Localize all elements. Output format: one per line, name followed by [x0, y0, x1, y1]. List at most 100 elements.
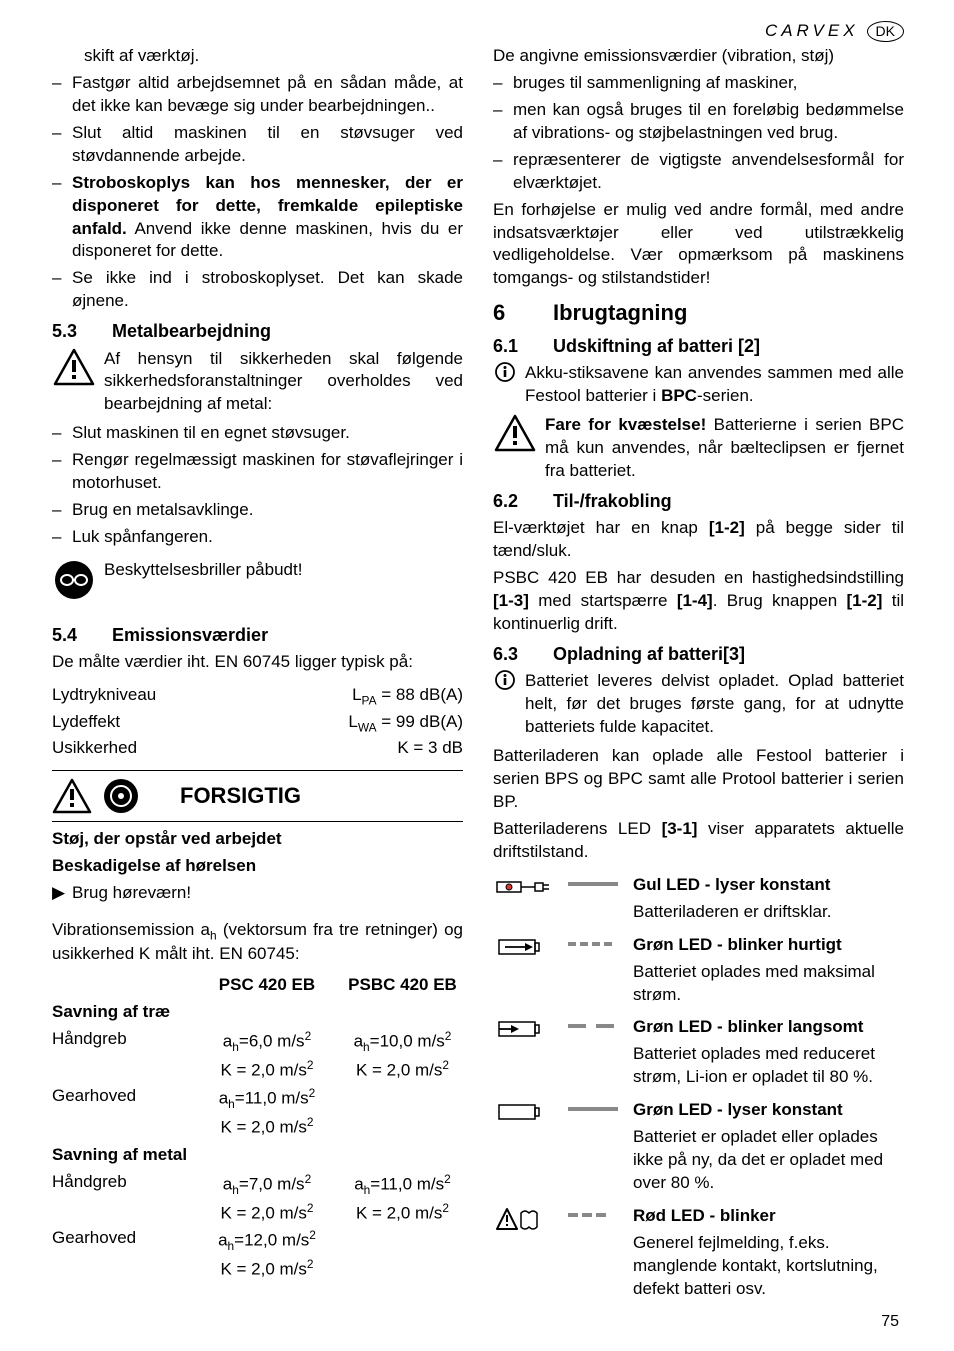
led-row-green-slow: Grøn LED - blinker langsomt Batteriet op… [493, 1016, 904, 1089]
bullet-text: Rengør regelmæssigt maskinen for støvafl… [72, 449, 463, 495]
led-status-table: Gul LED - lyser konstant Batteriladeren … [493, 874, 904, 1301]
section-5-4-heading: 5.4 Emissionsværdier [52, 623, 463, 647]
bullet-item: –Luk spånfangeren. [52, 526, 463, 549]
dash-icon: – [52, 172, 72, 264]
emission-label: Usikkerhed [52, 737, 397, 760]
led-row-green-fast: Grøn LED - blinker hurtigt Batteriet opl… [493, 934, 904, 1007]
section-number: 5.4 [52, 623, 112, 647]
section-title: Metalbearbejdning [112, 319, 271, 343]
country-badge: DK [867, 21, 904, 42]
error-icon [493, 1205, 553, 1301]
goggles-icon [52, 559, 96, 601]
section-title: Emissionsværdier [112, 623, 268, 647]
emission-label: Lydtrykniveau [52, 684, 352, 708]
info-text: Akku-stiksavene kan anvendes sammen med … [525, 362, 904, 408]
vibration-row: K = 2,0 m/s2 [52, 1114, 463, 1140]
dash-icon: – [52, 499, 72, 522]
emission-value: LPA = 88 dB(A) [352, 684, 463, 708]
strobe-warning-text: Anvend ikke denne maskinen, hvis du er d… [72, 219, 463, 261]
vib-value-2 [342, 1227, 463, 1254]
vib-section-wood: Savning af træ [52, 1001, 463, 1024]
vib-value-2 [342, 1085, 463, 1112]
vibration-row: K = 2,0 m/s2K = 2,0 m/s2 [52, 1057, 463, 1083]
bullet-text: Luk spånfangeren. [72, 526, 463, 549]
sec63-p2: Batteriladerens LED [3-1] viser apparate… [493, 818, 904, 864]
section-number: 5.3 [52, 319, 112, 343]
led-desc: Batteriet er opladet eller oplades ikke … [633, 1126, 904, 1195]
brand-label: CARVEX [765, 20, 859, 43]
emission-row: Lydeffekt LWA = 99 dB(A) [52, 711, 463, 735]
bullet-text: Slut altid maskinen til en støvsuger ved… [72, 122, 463, 168]
sec62-p1: El-værktøjet har en knap [1-2] på begge … [493, 517, 904, 563]
warning-triangle-icon [52, 348, 96, 417]
vib-value-1: ah=6,0 m/s2 [192, 1028, 342, 1055]
dash-icon: – [52, 122, 72, 168]
section-6-2-heading: 6.2 Til-/frakobling [493, 489, 904, 513]
vib-value-1: ah=12,0 m/s2 [192, 1227, 342, 1254]
info-icon [493, 362, 517, 408]
warning-text: Af hensyn til sikkerheden skal følgende … [104, 348, 463, 417]
bullet-text: Brug en metalsavklinge. [72, 499, 463, 522]
bullet-text: Fastgør altid arbejdsemnet på en sådan m… [72, 72, 463, 118]
vibration-row: Gearhovedah=12,0 m/s2 [52, 1227, 463, 1254]
warning-block: Af hensyn til sikkerheden skal følgende … [52, 348, 463, 417]
bullet-text: Se ikke ind i stroboskoplyset. Det kan s… [72, 267, 463, 313]
vib-value-2: ah=10,0 m/s2 [342, 1028, 463, 1055]
goggles-text: Beskyttelsesbriller påbudt! [104, 559, 463, 601]
bullet-item: – Se ikke ind i stroboskoplyset. Det kan… [52, 267, 463, 313]
vib-value-1: K = 2,0 m/s2 [192, 1200, 342, 1226]
warning-block: Fare for kvæstelse! Batterierne i serien… [493, 414, 904, 483]
vib-value-1: K = 2,0 m/s2 [192, 1057, 342, 1083]
led-desc: Generel fejlmelding, f.eks. manglende ko… [633, 1232, 904, 1301]
led-title: Grøn LED - blinker langsomt [633, 1016, 904, 1039]
bullet-text: repræsenterer de vigtigste anvendelsesfo… [513, 149, 904, 195]
info-block: Batteriet leveres delvist opladet. Oplad… [493, 670, 904, 739]
emission-value: K = 3 dB [397, 737, 463, 760]
battery-charging-icon [493, 934, 553, 1007]
caution-line-2: Beskadigelse af hørelsen [52, 855, 463, 878]
battery-80-icon [493, 1016, 553, 1089]
right-column: De angivne emissionsværdier (vibration, … [493, 45, 904, 1311]
vib-value-1: ah=11,0 m/s2 [192, 1085, 342, 1112]
led-desc: Batteriet oplades med reduceret strøm, L… [633, 1043, 904, 1089]
section-number: 6.1 [493, 334, 553, 358]
section-title: Ibrugtagning [553, 298, 687, 328]
section-title: Udskiftning af batteri [2] [553, 334, 760, 358]
led-title: Grøn LED - blinker hurtigt [633, 934, 904, 957]
emission-row: Usikkerhed K = 3 dB [52, 737, 463, 760]
vib-value-2 [342, 1256, 463, 1282]
right-intro: De angivne emissionsværdier (vibration, … [493, 45, 904, 68]
col-psbc: PSBC 420 EB [342, 974, 463, 997]
section-6-1-heading: 6.1 Udskiftning af batteri [2] [493, 334, 904, 358]
vibration-row: K = 2,0 m/s2K = 2,0 m/s2 [52, 1200, 463, 1226]
dash-icon: – [493, 149, 513, 195]
info-icon [493, 670, 517, 739]
intro-continuation: skift af værktøj. [52, 45, 463, 68]
section-6-3-heading: 6.3 Opladning af batteri[3] [493, 642, 904, 666]
info-text: Batteriet leveres delvist opladet. Oplad… [525, 670, 904, 739]
right-para-2: En forhøjelse er mulig ved andre formål,… [493, 199, 904, 291]
bullet-item: – Fastgør altid arbejdsemnet på en sådan… [52, 72, 463, 118]
vib-label [52, 1114, 192, 1140]
led-title: Rød LED - blinker [633, 1205, 904, 1228]
caution-action-text: Brug høreværn! [72, 882, 191, 905]
section-number: 6.3 [493, 642, 553, 666]
battery-full-icon [493, 1099, 553, 1195]
bullet-text: Stroboskoplys kan hos mennesker, der er … [72, 172, 463, 264]
manual-icon [102, 777, 140, 815]
vibration-table: PSC 420 EB PSBC 420 EB Savning af træ Hå… [52, 974, 463, 1282]
vibration-row: Håndgrebah=6,0 m/s2ah=10,0 m/s2 [52, 1028, 463, 1055]
page-header: CARVEX DK [52, 20, 904, 43]
sec54-intro: De målte værdier iht. EN 60745 ligger ty… [52, 651, 463, 674]
vib-value-1: K = 2,0 m/s2 [192, 1256, 342, 1282]
caution-line-1: Støj, der opstår ved arbejdet [52, 828, 463, 851]
bullet-text: bruges til sammenligning af maskiner, [513, 72, 904, 95]
section-number: 6 [493, 298, 553, 328]
led-row-yellow-solid: Gul LED - lyser konstant Batteriladeren … [493, 874, 904, 924]
led-slow-blink-icon [563, 1016, 623, 1089]
vib-label: Gearhoved [52, 1085, 192, 1112]
dash-icon: – [52, 449, 72, 495]
vib-value-1: ah=7,0 m/s2 [192, 1171, 342, 1198]
warning-text: Fare for kvæstelse! Batterierne i serien… [545, 414, 904, 483]
vib-label [52, 1200, 192, 1226]
